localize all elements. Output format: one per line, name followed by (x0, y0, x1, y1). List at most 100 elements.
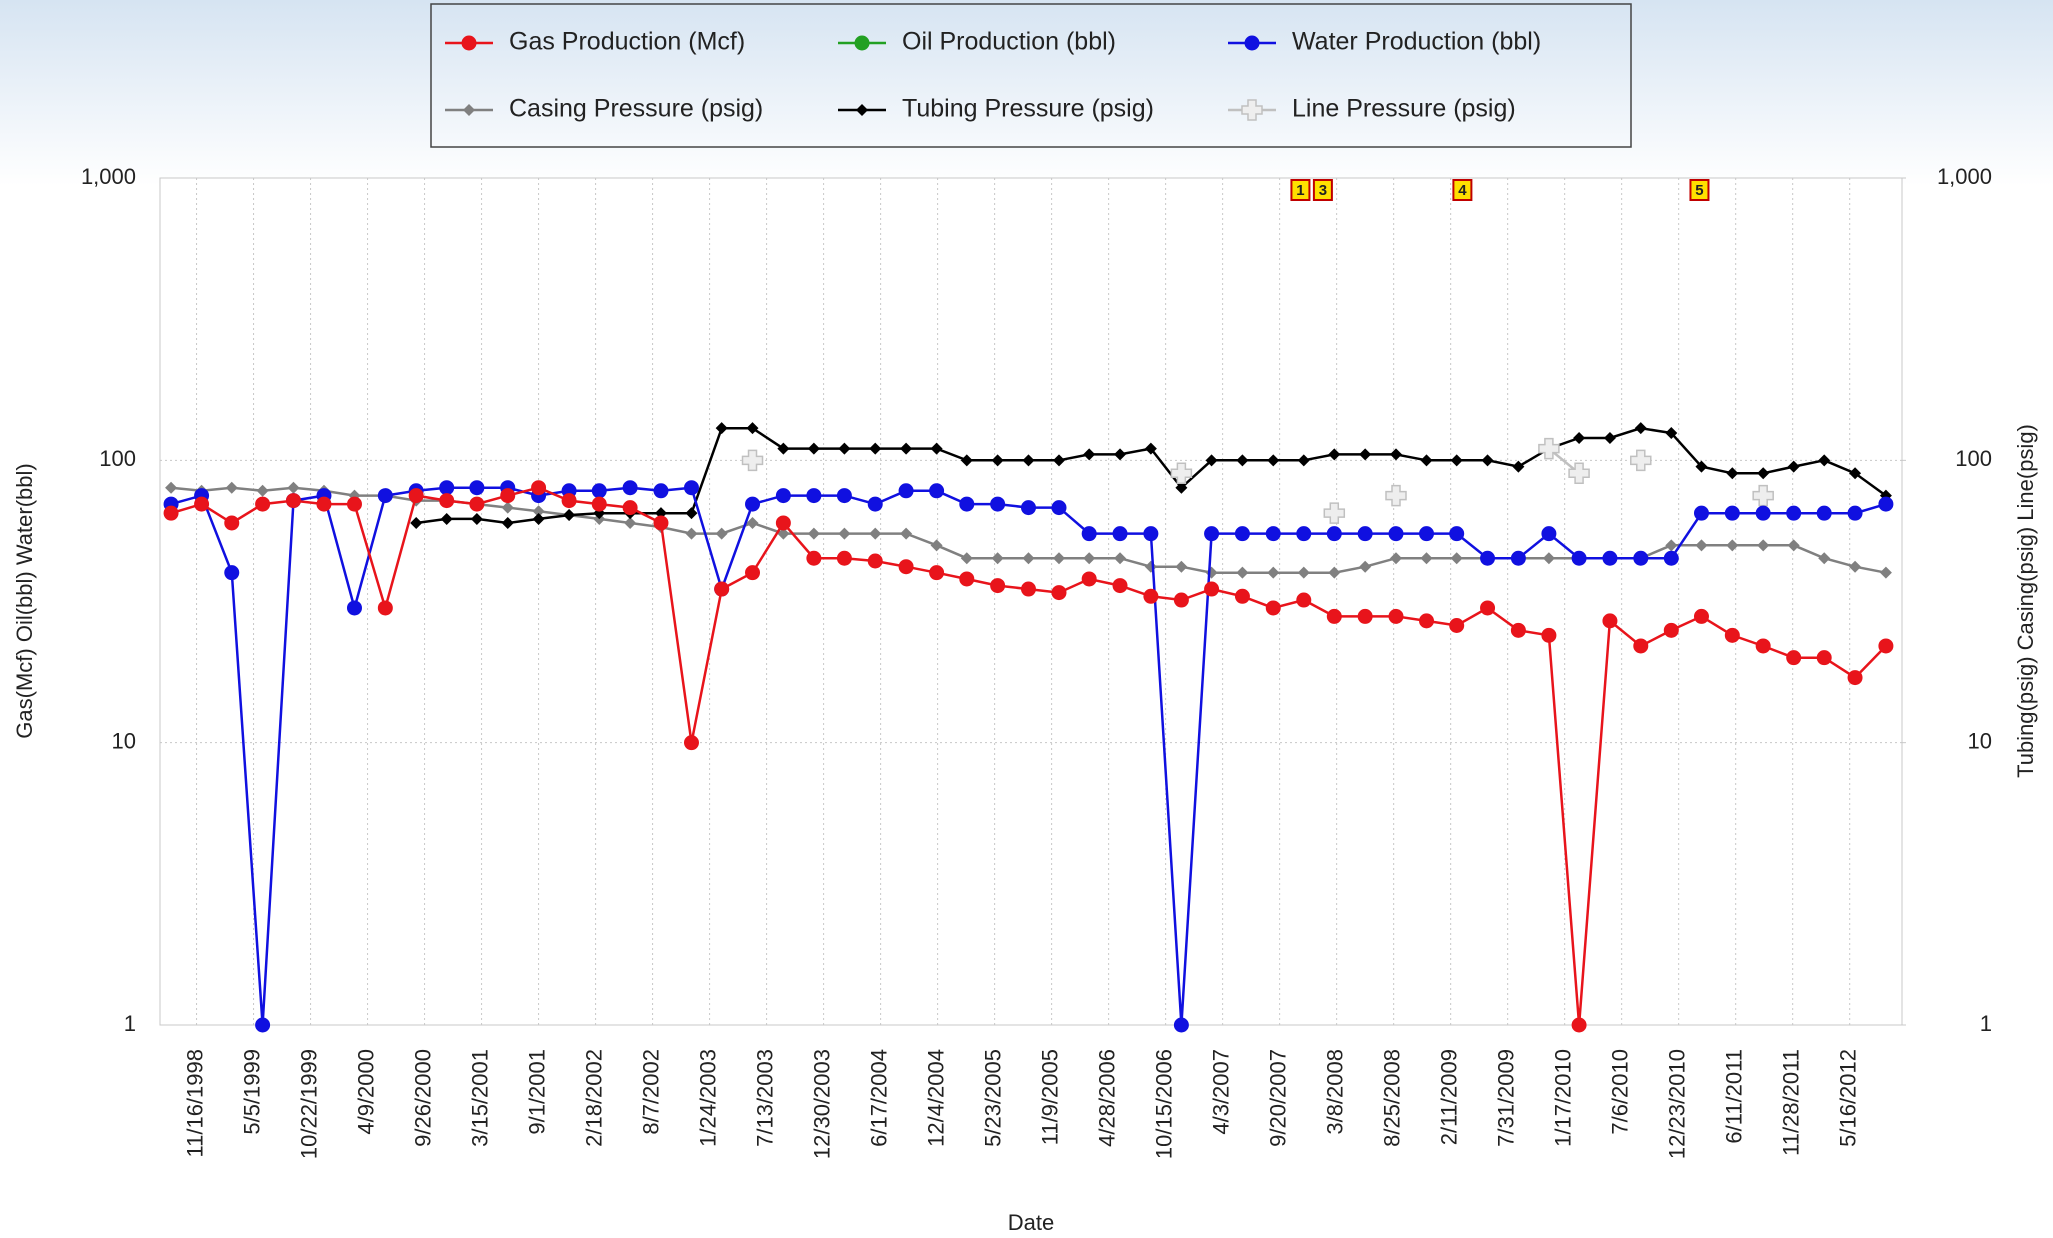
x-tick-label: 7/31/2009 (1493, 1049, 1518, 1147)
data-point (1236, 454, 1249, 467)
x-tick-label: 5/23/2005 (980, 1049, 1005, 1147)
data-point (807, 442, 820, 455)
data-point (930, 442, 943, 455)
data-point (1849, 467, 1862, 480)
data-point (561, 493, 577, 509)
data-point (1022, 552, 1035, 565)
legend-box (430, 3, 1632, 148)
data-point (683, 735, 699, 751)
data-point (1267, 454, 1280, 467)
data-point (745, 496, 761, 512)
data-point (1144, 442, 1157, 455)
legend-marker (854, 35, 870, 51)
x-tick-label: 6/17/2004 (866, 1049, 891, 1147)
annotation-label: 4 (1458, 182, 1467, 199)
data-point (285, 493, 301, 509)
data-point (1328, 448, 1341, 461)
legend-marker (463, 104, 475, 116)
data-point (1419, 526, 1435, 542)
series (163, 480, 1894, 1033)
x-tick-label: 9/26/2000 (410, 1049, 435, 1147)
data-point (715, 422, 728, 435)
data-point (501, 516, 514, 529)
data-point (1297, 454, 1310, 467)
x-tick-label: 6/11/2011 (1721, 1049, 1746, 1144)
data-point (1726, 539, 1739, 552)
data-point (683, 480, 699, 496)
x-tick-label: 3/8/2008 (1322, 1049, 1347, 1135)
data-point (929, 565, 945, 581)
data-point (439, 493, 455, 509)
data-point (1695, 539, 1708, 552)
y2-tick-label: 10 (1968, 728, 1992, 753)
data-point (591, 483, 607, 499)
data-point (991, 454, 1004, 467)
data-point (1481, 454, 1494, 467)
data-point (1081, 526, 1097, 542)
data-point (255, 1017, 271, 1033)
data-point (622, 500, 638, 516)
legend-label: Line Pressure (psig) (1292, 95, 1516, 123)
x-tick-label: 12/23/2010 (1664, 1049, 1689, 1159)
x-tick-label: 2/18/2002 (581, 1049, 606, 1147)
data-point (1573, 431, 1586, 444)
x-tick-label: 9/20/2007 (1265, 1049, 1290, 1147)
data-point (1326, 608, 1342, 624)
data-point (1051, 500, 1067, 516)
data-point (1752, 484, 1774, 507)
data-point (408, 488, 424, 504)
legend-marker (856, 104, 868, 116)
legend-marker (461, 35, 477, 51)
data-point (991, 552, 1004, 565)
data-point (500, 488, 516, 504)
data-point (746, 422, 759, 435)
annotation-label: 5 (1695, 182, 1703, 199)
data-point (532, 512, 545, 525)
data-point (1603, 431, 1616, 444)
data-point (622, 480, 638, 496)
legend-label: Tubing Pressure (psig) (902, 95, 1154, 123)
data-point (1787, 460, 1800, 473)
data-point (775, 515, 791, 531)
legend-label: Water Production (bbl) (1292, 28, 1541, 56)
data-point (838, 442, 851, 455)
data-point (1695, 460, 1708, 473)
data-point (563, 509, 576, 522)
data-point (1205, 454, 1218, 467)
y-tick-label: 1,000 (81, 164, 136, 189)
data-point (1020, 581, 1036, 597)
data-point (1328, 566, 1341, 579)
data-point (869, 442, 882, 455)
data-point (1081, 571, 1097, 587)
data-point (653, 515, 669, 531)
data-point (1510, 550, 1526, 566)
data-point (501, 501, 514, 514)
data-point (1512, 460, 1525, 473)
data-point (256, 484, 269, 497)
data-point (990, 578, 1006, 594)
data-point (867, 553, 883, 569)
data-point (777, 527, 790, 540)
data-point (1173, 592, 1189, 608)
data-point (1112, 526, 1128, 542)
data-point (1267, 566, 1280, 579)
x-tick-label: 10/22/1999 (296, 1049, 321, 1159)
data-point (591, 496, 607, 512)
data-point (1878, 638, 1894, 654)
data-point (959, 571, 975, 587)
data-point (1757, 467, 1770, 480)
annotation-box (1689, 179, 1710, 201)
legend-marker (1241, 99, 1263, 121)
data-point (531, 480, 547, 496)
data-point (1083, 552, 1096, 565)
data-point (1114, 552, 1127, 565)
data-point (1449, 618, 1465, 634)
data-point (1665, 426, 1678, 439)
data-point (1693, 505, 1709, 521)
data-point (1296, 592, 1312, 608)
y2-axis-title: Tubing(psig) Casing(psig) Line(psig) (2013, 424, 2038, 778)
data-point (346, 496, 362, 512)
data-point (929, 483, 945, 499)
data-point (410, 516, 423, 529)
